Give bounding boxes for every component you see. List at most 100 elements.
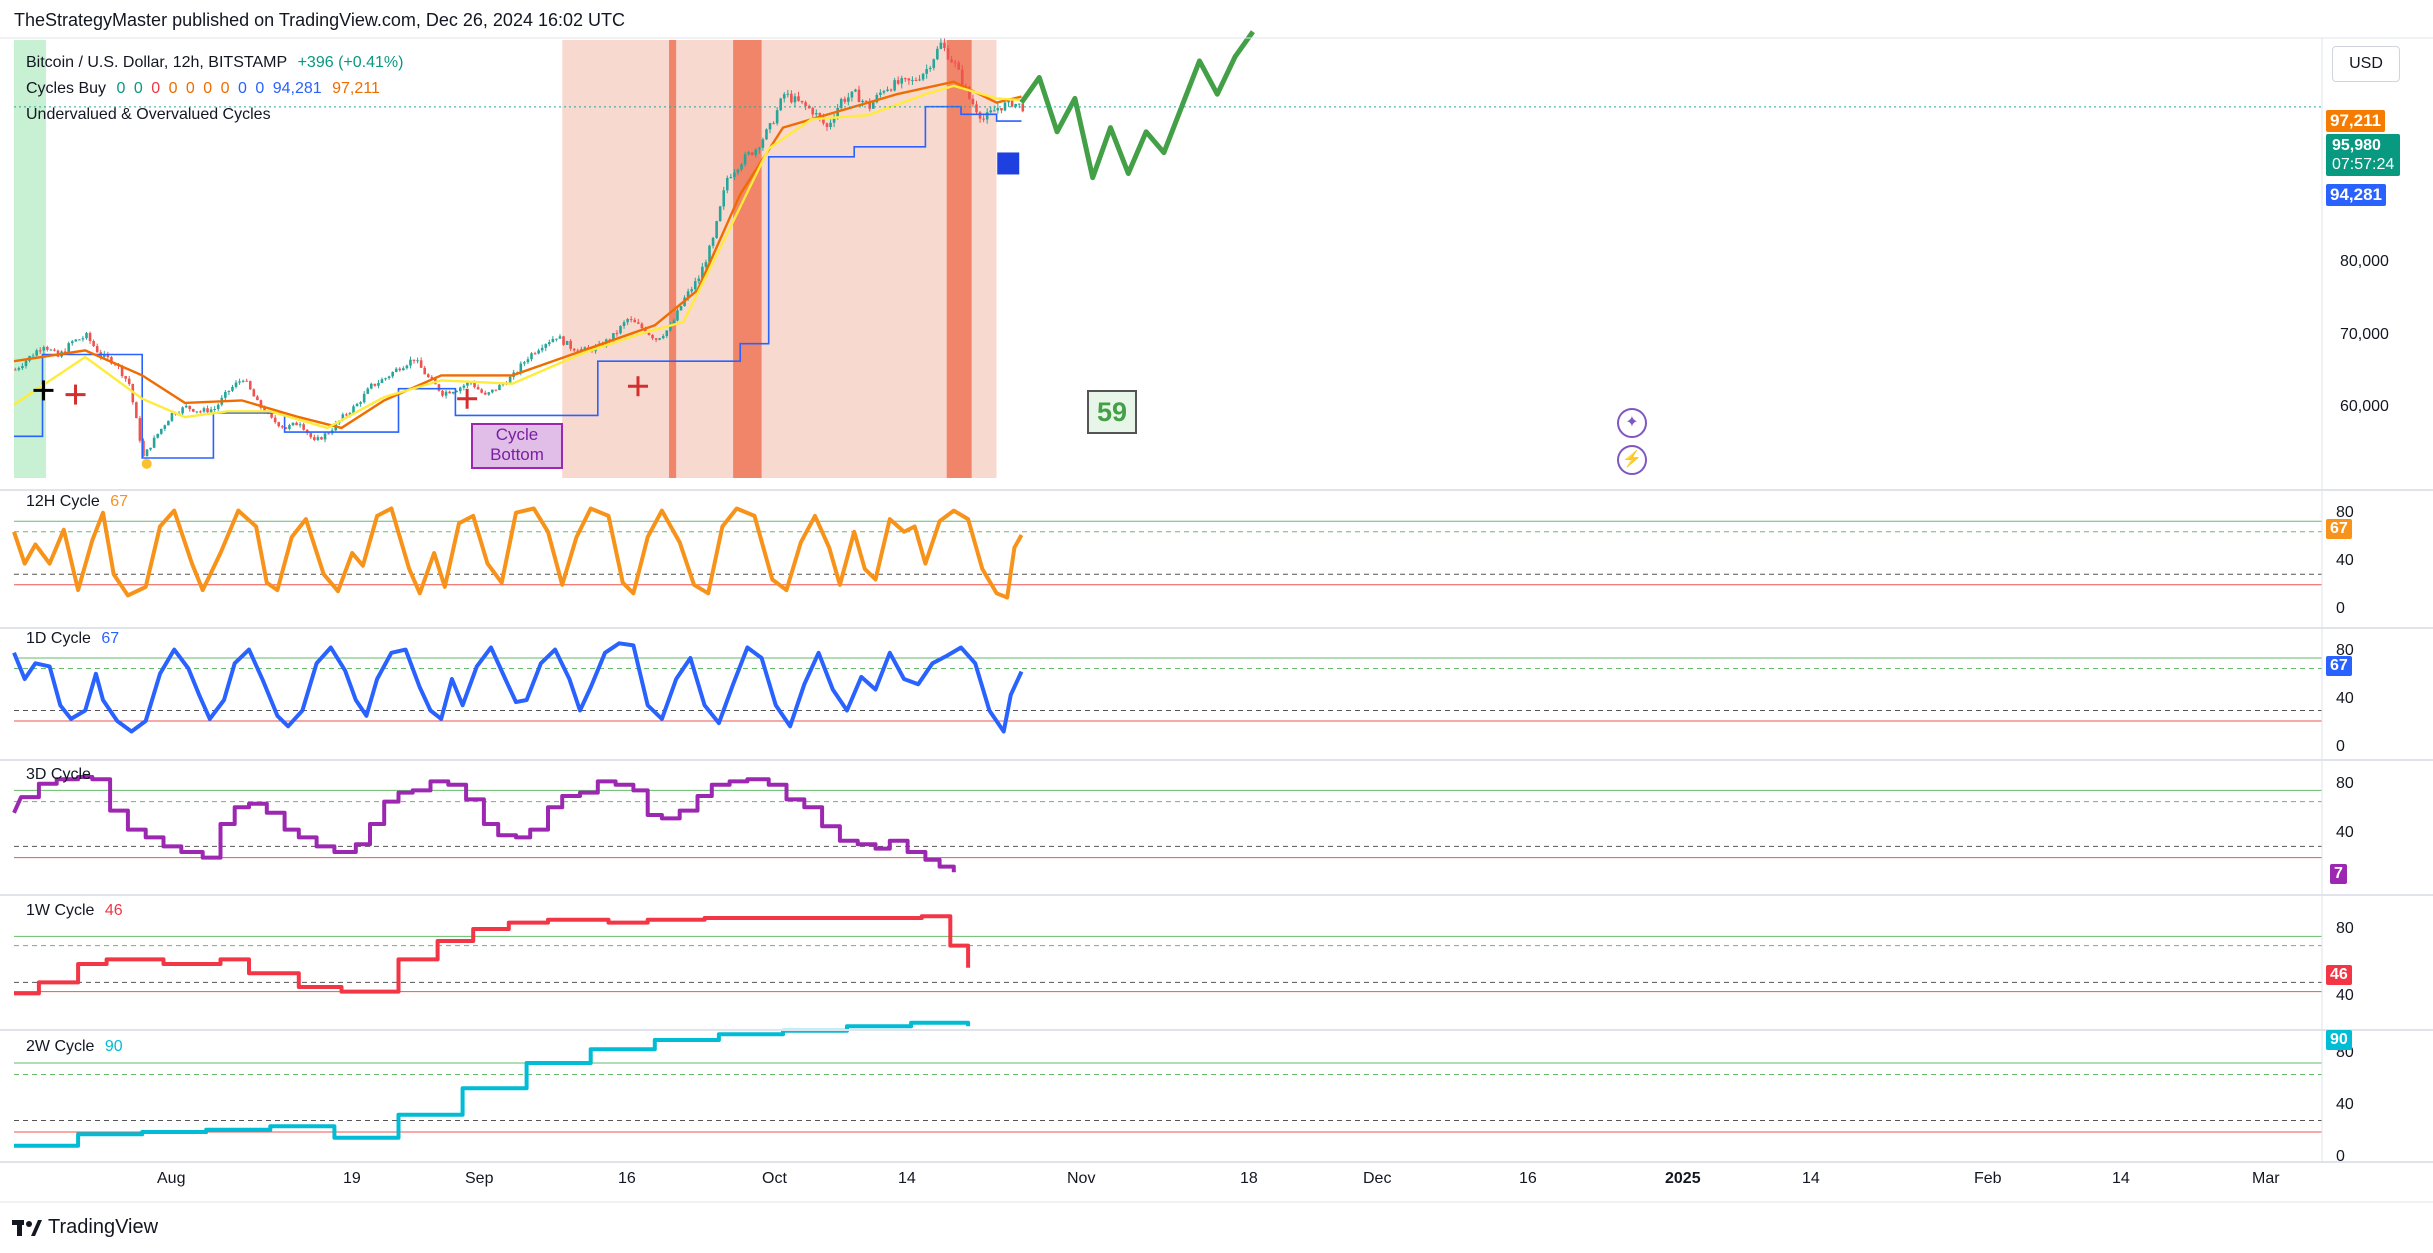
osc-tick: 80 xyxy=(2336,642,2354,659)
panel-title[interactable]: 1W Cycle xyxy=(26,902,95,919)
candle xyxy=(213,409,216,411)
candle xyxy=(850,91,854,98)
footer-brand[interactable]: TradingView xyxy=(48,1216,159,1238)
candle xyxy=(444,391,448,396)
footer: TradingView xyxy=(12,1216,158,1239)
candle xyxy=(209,409,213,413)
candle xyxy=(711,237,715,246)
candle xyxy=(733,172,736,178)
candle xyxy=(679,306,683,311)
main-legend: Bitcoin / U.S. Dollar, 12h, BITSTAMP +39… xyxy=(26,50,409,128)
osc-tick: 0 xyxy=(2336,738,2345,755)
sparkle-icon[interactable]: ✦ xyxy=(1617,408,1647,438)
time-label: 14 xyxy=(898,1170,916,1187)
candle xyxy=(145,449,149,457)
indicator2-line: Undervalued & Overvalued Cycles xyxy=(26,102,409,128)
zone-undervalued xyxy=(14,40,47,478)
candle xyxy=(284,427,288,429)
candle xyxy=(839,98,843,108)
candle xyxy=(562,336,565,345)
candle xyxy=(889,89,893,91)
osc-tick: 80 xyxy=(2336,920,2354,937)
indicator2-name[interactable]: Undervalued & Overvalued Cycles xyxy=(26,106,271,123)
time-label: Feb xyxy=(1974,1170,2002,1187)
candle xyxy=(793,96,797,103)
candle xyxy=(313,437,316,440)
candle xyxy=(412,359,416,361)
candle xyxy=(288,425,291,429)
osc-tick: 40 xyxy=(2336,690,2354,707)
time-label: 16 xyxy=(1519,1170,1537,1187)
candle xyxy=(430,377,434,379)
candle xyxy=(323,433,327,440)
cycle-bottom-annotation[interactable]: Cycle Bottom xyxy=(471,423,563,469)
candle xyxy=(743,154,747,165)
panel-title[interactable]: 3D Cycle xyxy=(26,766,91,783)
candle xyxy=(729,177,733,179)
indicator-name[interactable]: Cycles Buy xyxy=(26,80,107,97)
candle xyxy=(651,335,654,339)
candle xyxy=(868,101,871,109)
count-box[interactable]: 59 xyxy=(1087,390,1137,434)
candle xyxy=(370,383,373,389)
candle xyxy=(864,100,868,102)
candle xyxy=(259,400,263,408)
candle xyxy=(693,281,697,290)
candle xyxy=(227,390,231,392)
candle xyxy=(437,384,441,391)
candle xyxy=(348,413,352,415)
osc-line-cycle_1d xyxy=(12,641,1024,734)
candle xyxy=(49,349,53,351)
candle xyxy=(234,382,238,387)
cycle-bottom-text: Cycle Bottom xyxy=(490,425,544,464)
currency-button[interactable]: USD xyxy=(2332,46,2400,82)
candle xyxy=(946,48,950,60)
candle xyxy=(829,122,832,127)
panel-title[interactable]: 1D Cycle xyxy=(26,630,91,647)
candle xyxy=(654,338,658,340)
candle xyxy=(715,221,718,238)
candle xyxy=(690,289,693,292)
candle xyxy=(540,347,544,351)
panel-title[interactable]: 12H Cycle xyxy=(26,493,100,510)
osc-badge-1d: 67 xyxy=(2326,656,2352,676)
candle xyxy=(345,414,348,416)
candle xyxy=(800,100,804,103)
candle xyxy=(320,437,323,440)
symbol-line: Bitcoin / U.S. Dollar, 12h, BITSTAMP +39… xyxy=(26,50,409,76)
candle xyxy=(736,169,740,173)
symbol-name[interactable]: Bitcoin / U.S. Dollar, 12h, BITSTAMP xyxy=(26,54,288,71)
osc-line-cycle_12h xyxy=(12,506,1024,600)
zone-strong xyxy=(946,40,972,478)
candle xyxy=(1021,103,1025,112)
candle xyxy=(277,422,281,427)
indicator-flag: 0 xyxy=(238,80,247,97)
candle xyxy=(195,411,199,413)
candle xyxy=(758,147,761,150)
candle xyxy=(583,347,587,350)
lightning-icon[interactable]: ⚡ xyxy=(1617,445,1647,475)
candle xyxy=(1017,103,1021,105)
time-label: 16 xyxy=(618,1170,636,1187)
candle xyxy=(569,340,572,349)
panel-title[interactable]: 2W Cycle xyxy=(26,1038,95,1055)
panel-label-1w: 1W Cycle 46 xyxy=(26,902,123,920)
time-label: 19 xyxy=(343,1170,361,1187)
candle xyxy=(199,411,202,413)
candle xyxy=(825,123,829,127)
candle xyxy=(1000,107,1003,111)
candle xyxy=(152,437,156,448)
candle xyxy=(832,117,836,123)
candle xyxy=(779,98,782,111)
candle xyxy=(854,89,857,92)
candle xyxy=(163,425,167,429)
candle xyxy=(765,129,768,140)
time-label: 14 xyxy=(2112,1170,2130,1187)
candle xyxy=(875,94,879,103)
candle xyxy=(697,278,701,282)
candle xyxy=(904,78,907,80)
candle xyxy=(256,396,259,401)
candle xyxy=(377,383,380,386)
osc-badge-1w: 46 xyxy=(2326,965,2352,985)
candle xyxy=(405,365,409,369)
